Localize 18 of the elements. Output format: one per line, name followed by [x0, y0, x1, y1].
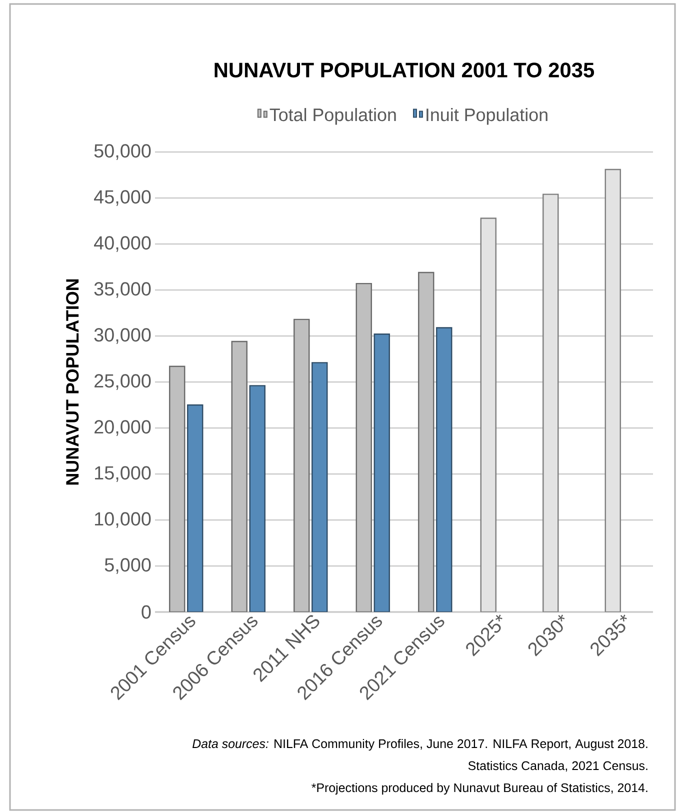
- legend-label: Total Population: [270, 108, 396, 125]
- legend-label: Inuit Population: [426, 108, 548, 125]
- y-tick-label: 20,000: [94, 420, 151, 436]
- chart-title: NUNAVUT POPULATION 2001 TO 2035: [214, 62, 594, 78]
- y-axis-title: NUNAVUT POPULATION: [66, 279, 79, 485]
- text: Statistics Canada, 2021 Census.: [468, 760, 648, 772]
- y-tick-label: 30,000: [94, 328, 151, 344]
- y-tick-label: 5,000: [104, 558, 151, 574]
- y-tick-label: 50,000: [94, 144, 151, 160]
- y-tick-label: 0: [142, 605, 151, 619]
- y-tick-label: 15,000: [95, 466, 151, 482]
- y-tick-label: 40,000: [94, 236, 151, 252]
- y-tick-label: 35,000: [94, 282, 151, 298]
- text: *Projections produced by Nunavut Bureau of Statistics, 2014.: [312, 782, 648, 795]
- y-tick-label: 45,000: [94, 190, 151, 206]
- text: Data sources: NILFA Community Profiles, June 2017. NILFA Report, August 2018.: [192, 738, 648, 751]
- y-tick-label: 25,000: [94, 374, 151, 390]
- y-tick-label: 10,000: [95, 512, 151, 528]
